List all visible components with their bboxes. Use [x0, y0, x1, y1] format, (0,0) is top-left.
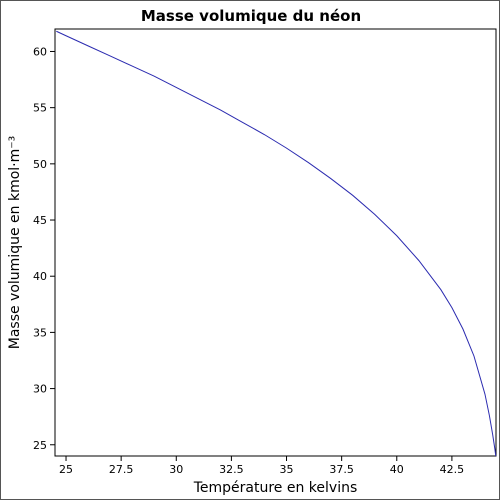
y-tick-label: 50 [33, 158, 47, 171]
y-tick-label: 45 [33, 214, 47, 227]
y-tick-label: 35 [33, 326, 47, 339]
x-tick-label: 37.5 [329, 463, 354, 476]
y-tick-label: 30 [33, 383, 47, 396]
chart-title: Masse volumique du néon [141, 7, 361, 25]
series-line [56, 30, 497, 457]
y-axis: 25 30 35 40 45 50 55 60 [33, 45, 55, 452]
y-tick-label: 40 [33, 270, 47, 283]
x-axis-label: Température en kelvins [193, 480, 358, 496]
y-tick-label: 25 [33, 439, 47, 452]
x-axis: 25 27.5 30 32.5 35 37.5 40 42.5 [59, 456, 464, 476]
x-tick-label: 27.5 [109, 463, 134, 476]
x-tick-label: 30 [169, 463, 183, 476]
x-tick-label: 25 [59, 463, 73, 476]
plot-area-frame [54, 28, 497, 457]
x-tick-label: 40 [390, 463, 404, 476]
x-tick-label: 42.5 [440, 463, 465, 476]
y-axis-label: Masse volumique en kmol·m⁻³ [7, 136, 23, 350]
x-tick-label: 32.5 [219, 463, 244, 476]
x-tick-label: 35 [280, 463, 294, 476]
y-tick-label: 60 [33, 45, 47, 58]
y-tick-label: 55 [33, 102, 47, 115]
